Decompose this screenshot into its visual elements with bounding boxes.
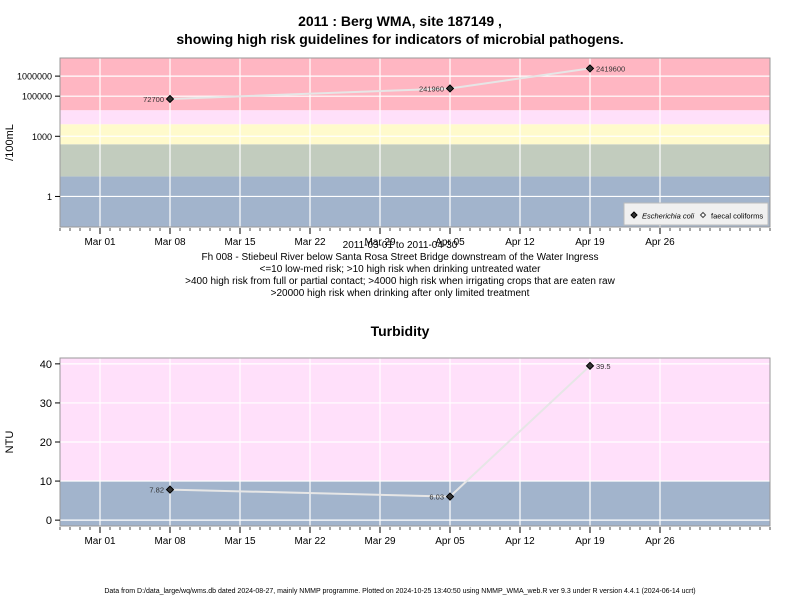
chart-title-line-1: 2011 : Berg WMA, site 187149 , [298,13,502,29]
footer-note: Data from D:/data_large/wq/wms.db dated … [104,588,696,595]
y-axis-title: /100mL [4,124,16,161]
x-tick-label-0: Mar 01 [84,536,116,547]
y-tick-label-0: 0 [46,515,52,527]
legend-marker-ecoli [630,211,638,219]
risk-band-1 [60,144,770,177]
y-tick-label-3: 1000000 [17,72,52,82]
plot-frame [59,57,771,228]
legend-label-faecal: faecal coliforms [711,212,763,221]
caption-date-range: 2011-03-01 to 2011-04-30 [342,240,458,251]
y-tick-label-2: 100000 [22,92,52,102]
microbial-chart: Mar 01 Mar 08 Mar 15 Mar 22 Mar 29 Apr 05 Apr … [4,57,771,248]
x-tick-label-2: Mar 15 [224,237,256,248]
data-label-2: 39.5 [596,362,611,371]
x-tick-label-1: Mar 08 [154,536,186,547]
caption-risk-1: <=10 low-med risk; >10 high risk when dr… [259,264,541,275]
turbidity-chart: Mar 01 Mar 08 Mar 15 Mar 22 Mar 29 Apr 05 Apr … [4,357,771,547]
risk-band-4 [60,58,770,111]
chart-title-line-2: showing high risk guidelines for indicat… [176,31,624,47]
x-tick-label-5: Apr 05 [435,536,465,547]
data-point-2 [585,361,595,371]
legend-label-ecoli: Escherichia coli [642,212,694,221]
risk-band-1 [60,358,770,482]
data-point-1 [445,84,455,93]
x-tick-label-7: Apr 19 [575,237,605,248]
x-tick-label-1: Mar 08 [154,237,186,248]
y-tick-label-2: 20 [40,437,52,449]
x-tick-label-7: Apr 19 [575,536,605,547]
data-label-0: 72700 [143,95,164,104]
data-point-1 [445,492,455,501]
data-label-2: 2419600 [596,64,625,73]
x-tick-label-5: Apr 05 [435,237,465,248]
x-tick-label-3: Mar 22 [294,237,326,248]
risk-band-2 [60,124,770,145]
y-tick-label-4: 40 [40,359,52,371]
y-axis-title: NTU [4,431,16,454]
caption-site: Fh 008 - Stiebeul River below Santa Rosa… [201,252,599,263]
caption-risk-3: >20000 high risk when drinking after onl… [270,288,530,299]
y-tick-label-0: 1 [47,192,52,202]
caption-risk-2: >400 high risk from full or partial cont… [185,276,615,287]
y-tick-label-3: 30 [40,398,52,410]
data-label-0: 7.82 [149,486,164,495]
risk-band-0 [60,481,770,526]
x-tick-label-6: Apr 12 [505,536,535,547]
data-point-0 [165,485,175,494]
legend-box [623,202,769,226]
x-tick-label-8: Apr 26 [645,536,675,547]
x-tick-label-3: Mar 22 [294,536,326,547]
y-tick-label-1: 10 [40,476,52,488]
x-tick-label-4: Mar 29 [364,536,396,547]
legend-marker-faecal [699,211,707,219]
data-point-2 [585,64,595,73]
x-tick-label-2: Mar 15 [224,536,256,547]
x-tick-label-6: Apr 12 [505,237,535,248]
data-label-1: 6.03 [429,493,444,502]
data-label-1: 241960 [419,84,444,93]
y-tick-label-1: 1000 [32,132,52,142]
x-tick-label-0: Mar 01 [84,237,116,248]
data-point-0 [165,94,175,104]
turbidity-title: Turbidity [370,323,430,339]
legend: Escherichia coli faecal coliforms [623,202,769,226]
x-tick-label-4: Mar 29 [364,237,396,248]
x-tick-label-8: Apr 26 [645,237,675,248]
risk-band-3 [60,110,770,125]
